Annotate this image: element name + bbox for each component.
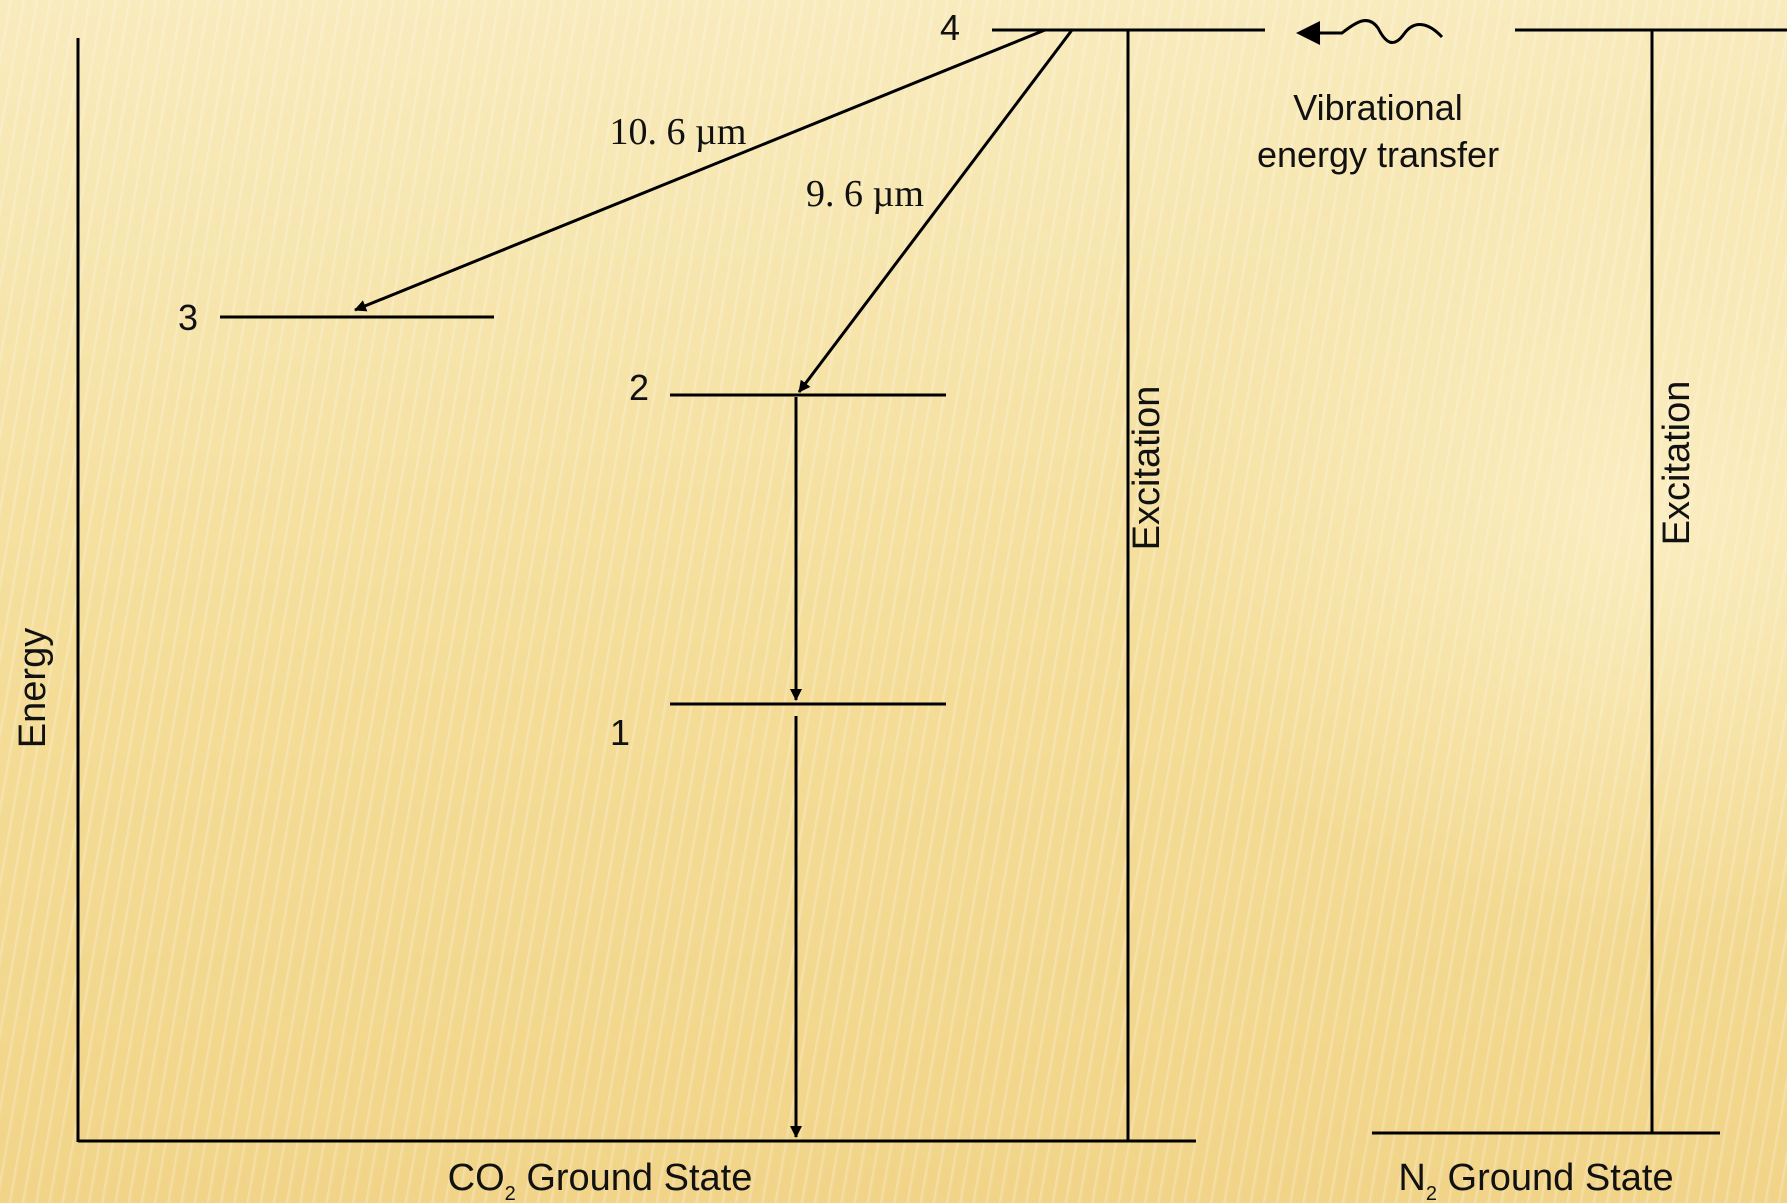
- wavelength-10-6-label: 10. 6 µm: [610, 111, 747, 153]
- co2-ground-subscript: 2: [505, 1183, 516, 1203]
- vibrational-transfer-label-line1: Vibrational: [1293, 87, 1462, 128]
- n2-ground-subscript: 2: [1426, 1183, 1437, 1203]
- transition-9-6-arrow: [797, 29, 1074, 393]
- n2-excitation-label: Excitation: [1656, 381, 1698, 546]
- wavelength-9-6-label: 9. 6 µm: [806, 173, 924, 215]
- co2-ground-suffix: Ground State: [516, 1157, 753, 1199]
- vibrational-transfer-label-line2: energy transfer: [1257, 134, 1499, 175]
- level-1-label: 1: [610, 712, 630, 753]
- vibrational-transfer-wavy-arrow: [1300, 19, 1444, 44]
- level-2-label: 2: [629, 367, 649, 408]
- co2-ground-state-label: CO2 Ground State: [448, 1157, 753, 1203]
- n2-ground-prefix: N: [1398, 1157, 1425, 1199]
- level-4-label: 4: [940, 7, 960, 48]
- n2-ground-suffix: Ground State: [1437, 1157, 1674, 1199]
- transition-10-6-arrow: [354, 28, 1046, 312]
- energy-axis-label: Energy: [12, 628, 54, 748]
- n2-ground-state-label: N2 Ground State: [1398, 1157, 1673, 1203]
- level-3-label: 3: [178, 297, 198, 338]
- co2-excitation-label: Excitation: [1126, 386, 1168, 551]
- vibrational-transfer-arrowhead: [1296, 21, 1320, 45]
- co2-ground-prefix: CO: [448, 1157, 505, 1199]
